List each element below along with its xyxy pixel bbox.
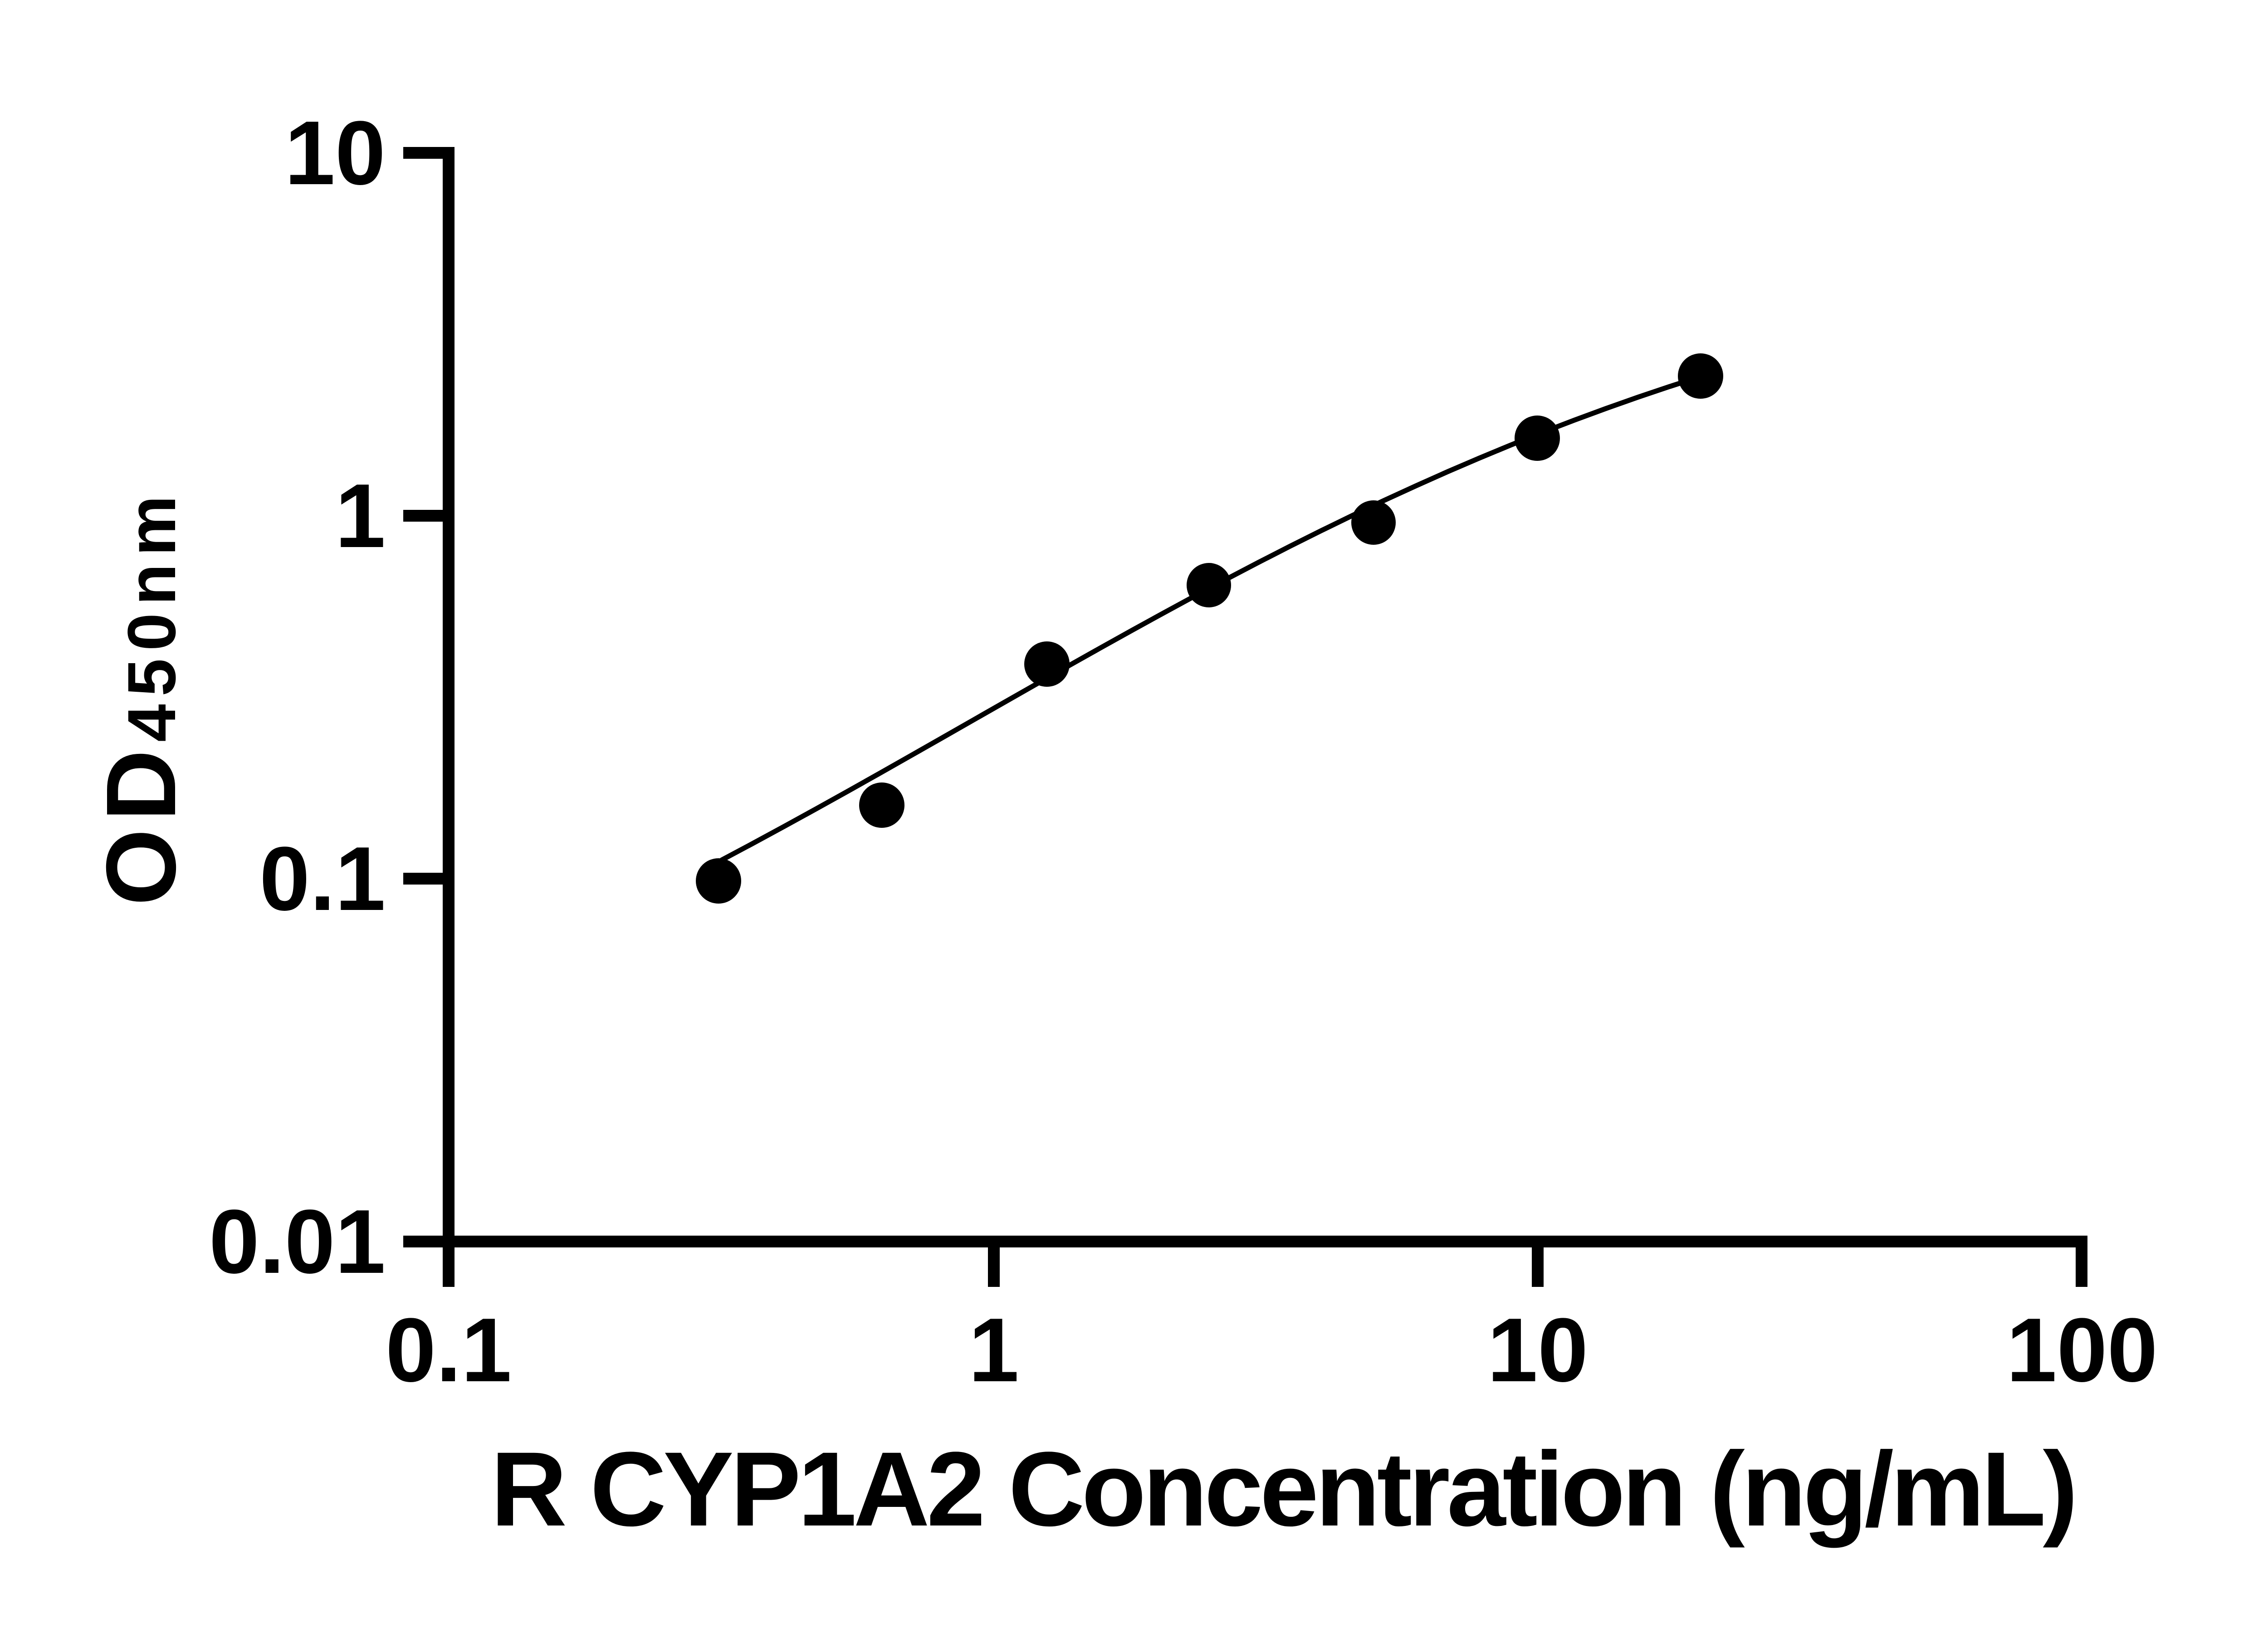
svg-text:0.1: 0.1: [386, 1300, 512, 1401]
svg-text:0.1: 0.1: [259, 828, 386, 929]
svg-text:1: 1: [968, 1300, 1019, 1401]
svg-text:100: 100: [2006, 1300, 2158, 1401]
svg-text:1: 1: [335, 465, 386, 567]
svg-text:0.01: 0.01: [209, 1191, 386, 1292]
svg-text:10: 10: [285, 103, 386, 204]
svg-text:R CYP1A2 Concentration (ng/mL): R CYP1A2 Concentration (ng/mL): [491, 1430, 2075, 1548]
svg-text:10: 10: [1487, 1300, 1588, 1401]
